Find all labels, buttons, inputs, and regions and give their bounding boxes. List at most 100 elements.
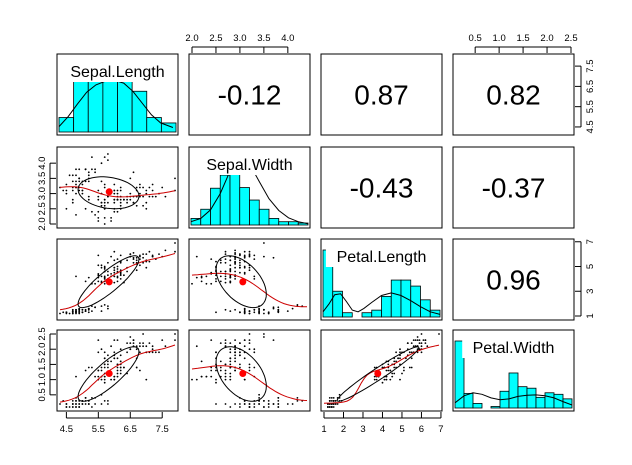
data-point — [381, 381, 384, 384]
data-point — [253, 348, 256, 351]
data-point — [224, 342, 227, 344]
tick-label-bottom: 1 — [321, 424, 326, 435]
data-point — [229, 348, 232, 351]
tick-label-top: 0.5 — [469, 33, 482, 44]
data-point — [210, 282, 213, 285]
panel-frame-3-0 — [56, 329, 179, 412]
data-point — [103, 201, 106, 204]
data-point — [87, 276, 90, 279]
data-point — [229, 342, 232, 344]
data-point — [100, 264, 103, 267]
data-point — [107, 403, 109, 405]
data-point — [239, 259, 241, 262]
data-point — [286, 403, 289, 405]
data-point — [116, 372, 119, 375]
tick-label-right: 6.5 — [585, 80, 596, 93]
data-point — [248, 366, 251, 369]
data-point — [215, 403, 217, 405]
data-point — [395, 360, 397, 363]
data-point — [145, 378, 148, 381]
tick-label-top: 4.0 — [281, 33, 294, 44]
data-point — [126, 259, 128, 262]
data-point — [145, 189, 148, 192]
data-point — [224, 363, 227, 366]
panel-frame-0-0 — [56, 53, 179, 136]
panel-frame-2-3 — [452, 238, 575, 321]
data-point — [71, 201, 74, 204]
data-point — [164, 345, 167, 348]
correlation-value: 0.96 — [486, 265, 541, 296]
data-point — [328, 397, 331, 399]
data-point — [334, 400, 337, 402]
data-point — [87, 174, 90, 177]
panel-contents — [323, 333, 440, 408]
data-point — [219, 342, 222, 344]
data-point — [224, 253, 227, 256]
data-point — [107, 159, 109, 162]
data-point — [81, 183, 84, 186]
data-point — [416, 339, 419, 341]
panel-contents — [191, 242, 307, 315]
variable-name-label: Petal.Length — [337, 249, 427, 266]
tick-label-bottom: 3 — [360, 424, 365, 435]
data-point — [151, 255, 154, 258]
data-point — [110, 345, 112, 348]
scatter-panel-Petal.Length-vs-Sepal.Width — [191, 242, 307, 315]
histogram-bar — [239, 187, 250, 226]
data-point — [65, 189, 68, 192]
data-point — [142, 253, 145, 256]
histogram-bar — [544, 392, 555, 409]
smoother-line — [59, 186, 176, 198]
data-point — [75, 312, 77, 315]
data-point — [145, 192, 148, 195]
data-point — [224, 258, 227, 260]
data-point — [91, 406, 93, 408]
data-point — [330, 397, 333, 399]
data-point — [139, 264, 141, 267]
histogram-bar — [390, 279, 402, 318]
data-point — [148, 195, 151, 198]
data-point — [116, 192, 119, 195]
data-point — [71, 180, 74, 183]
data-point — [239, 363, 241, 366]
diag-panel-Sepal.Length: Sepal.Length — [58, 60, 177, 133]
data-point — [142, 342, 145, 344]
data-point — [100, 305, 103, 307]
data-point — [248, 250, 251, 253]
data-point — [191, 378, 193, 381]
data-point — [71, 400, 74, 402]
density-curve — [454, 392, 573, 406]
scatter-panel-Petal.Width-vs-Sepal.Width — [191, 333, 308, 408]
data-point — [75, 403, 77, 405]
data-point — [116, 210, 119, 213]
data-point — [248, 266, 251, 269]
histogram-bar — [342, 312, 353, 318]
data-point — [116, 258, 119, 260]
data-point — [215, 369, 217, 372]
correlation-value: 0.87 — [354, 80, 409, 111]
data-point — [148, 342, 151, 344]
data-point — [408, 366, 411, 369]
data-point — [78, 177, 81, 180]
data-point — [135, 256, 138, 259]
data-point — [103, 400, 106, 402]
data-point — [296, 397, 299, 399]
data-point — [123, 274, 125, 277]
data-point — [113, 269, 116, 272]
histogram-bar — [332, 290, 343, 318]
data-point — [84, 180, 87, 183]
data-point — [253, 366, 256, 369]
data-point — [200, 275, 203, 278]
data-point — [263, 242, 265, 244]
data-point — [113, 266, 116, 269]
correlation-value: 0.82 — [486, 80, 541, 111]
data-point — [277, 400, 280, 402]
data-point — [103, 198, 106, 201]
data-point — [78, 312, 81, 315]
data-point — [100, 348, 103, 351]
data-point — [258, 397, 260, 399]
mean-point — [105, 370, 113, 377]
data-point — [399, 357, 401, 360]
data-point — [113, 210, 116, 213]
data-point — [91, 168, 93, 171]
